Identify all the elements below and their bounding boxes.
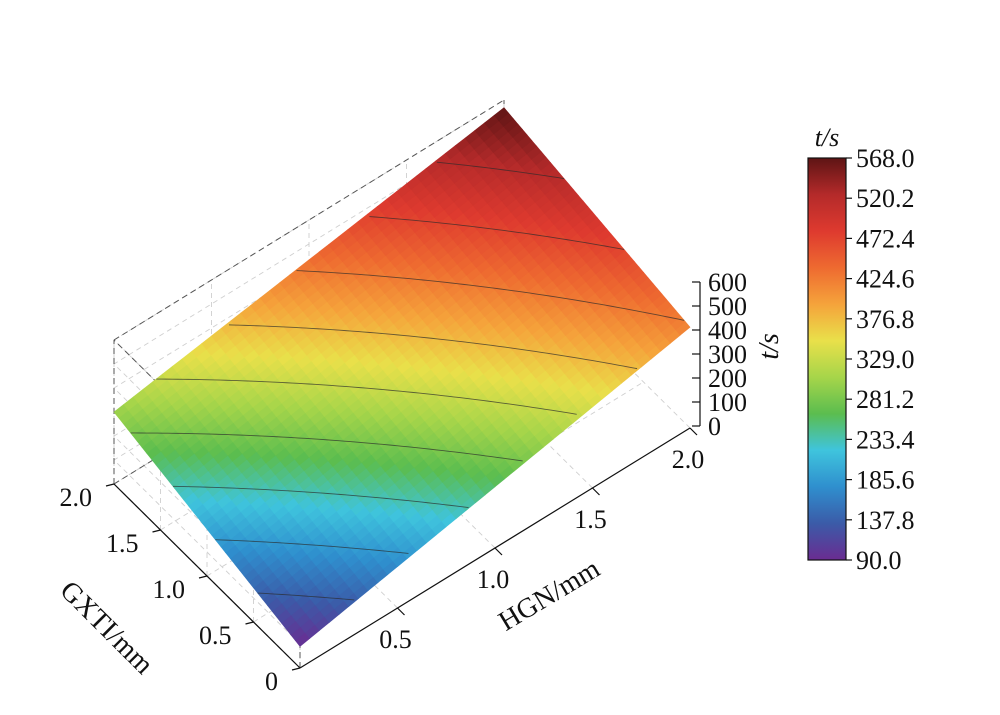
contour-line xyxy=(156,378,577,415)
t-tick-label: 300 xyxy=(708,340,747,369)
gxti-tick xyxy=(152,529,161,533)
gxti-tick xyxy=(105,483,115,487)
contour-line xyxy=(436,161,565,180)
t-tick-label: 500 xyxy=(708,292,747,321)
gxti-tick xyxy=(198,575,208,579)
gxti-tick-label: 0 xyxy=(265,667,278,696)
contour-line xyxy=(296,270,685,321)
box-edge xyxy=(113,99,505,341)
gxti-tick xyxy=(291,667,301,671)
t-tick-label: 100 xyxy=(708,388,747,417)
gxti-tick xyxy=(245,621,254,625)
gxti-tick-label: 0.5 xyxy=(199,621,232,650)
colorbar-tick-label: 329.0 xyxy=(856,345,915,374)
colorbar-tick-label: 137.8 xyxy=(856,506,915,535)
colorbar-tick-label: 90.0 xyxy=(856,546,902,575)
t-tick-label: 200 xyxy=(708,364,747,393)
contour-line xyxy=(172,485,469,509)
hgn-tick xyxy=(689,427,698,436)
surface-cell xyxy=(493,107,510,122)
colorbar-tick-label: 520.2 xyxy=(856,184,915,213)
contour-line xyxy=(130,432,523,462)
hgn-tick-label: 2.0 xyxy=(672,445,705,474)
colorbar-tick-label: 281.2 xyxy=(856,385,915,414)
contour-line xyxy=(257,592,355,601)
hgn-tick xyxy=(494,547,503,556)
contour-line xyxy=(215,539,409,554)
colorbar: 568.0 520.2 472.4 424.6 376.8 329.0 281.2 233.4… xyxy=(807,123,915,575)
gxti-axis-title: GXTI/mm xyxy=(54,575,160,681)
contour-line xyxy=(369,216,625,250)
hgn-tick xyxy=(397,607,405,616)
t-tick-label: 400 xyxy=(708,316,747,345)
t-tick-label: 600 xyxy=(708,268,747,297)
t-axis-title: t/s xyxy=(754,333,785,360)
hgn-tick-label: 1.5 xyxy=(574,505,607,534)
gxti-tick-label: 2.0 xyxy=(60,483,93,512)
t-tick-label: 0 xyxy=(708,412,721,441)
gxti-tick-label: 1.0 xyxy=(153,575,186,604)
contour-lines xyxy=(130,161,685,601)
colorbar-title: t/s xyxy=(815,123,840,152)
hgn-tick-label: 0.5 xyxy=(379,625,412,654)
contour-line xyxy=(229,324,638,370)
colorbar-tick-label: 568.0 xyxy=(856,144,915,173)
hgn-axis-title: HGN/mm xyxy=(493,553,605,637)
colorbar-bar xyxy=(807,157,847,561)
colorbar-tick-label: 185.6 xyxy=(856,466,915,495)
hgn-tick-label: 1.0 xyxy=(477,565,510,594)
gxti-tick-label: 1.5 xyxy=(106,529,139,558)
colorbar-tick-label: 472.4 xyxy=(856,224,915,253)
colorbar-tick-label: 424.6 xyxy=(856,265,915,294)
colorbar-tick-label: 376.8 xyxy=(856,305,915,334)
colorbar-tick-label: 233.4 xyxy=(856,425,915,454)
hgn-tick xyxy=(592,487,600,496)
